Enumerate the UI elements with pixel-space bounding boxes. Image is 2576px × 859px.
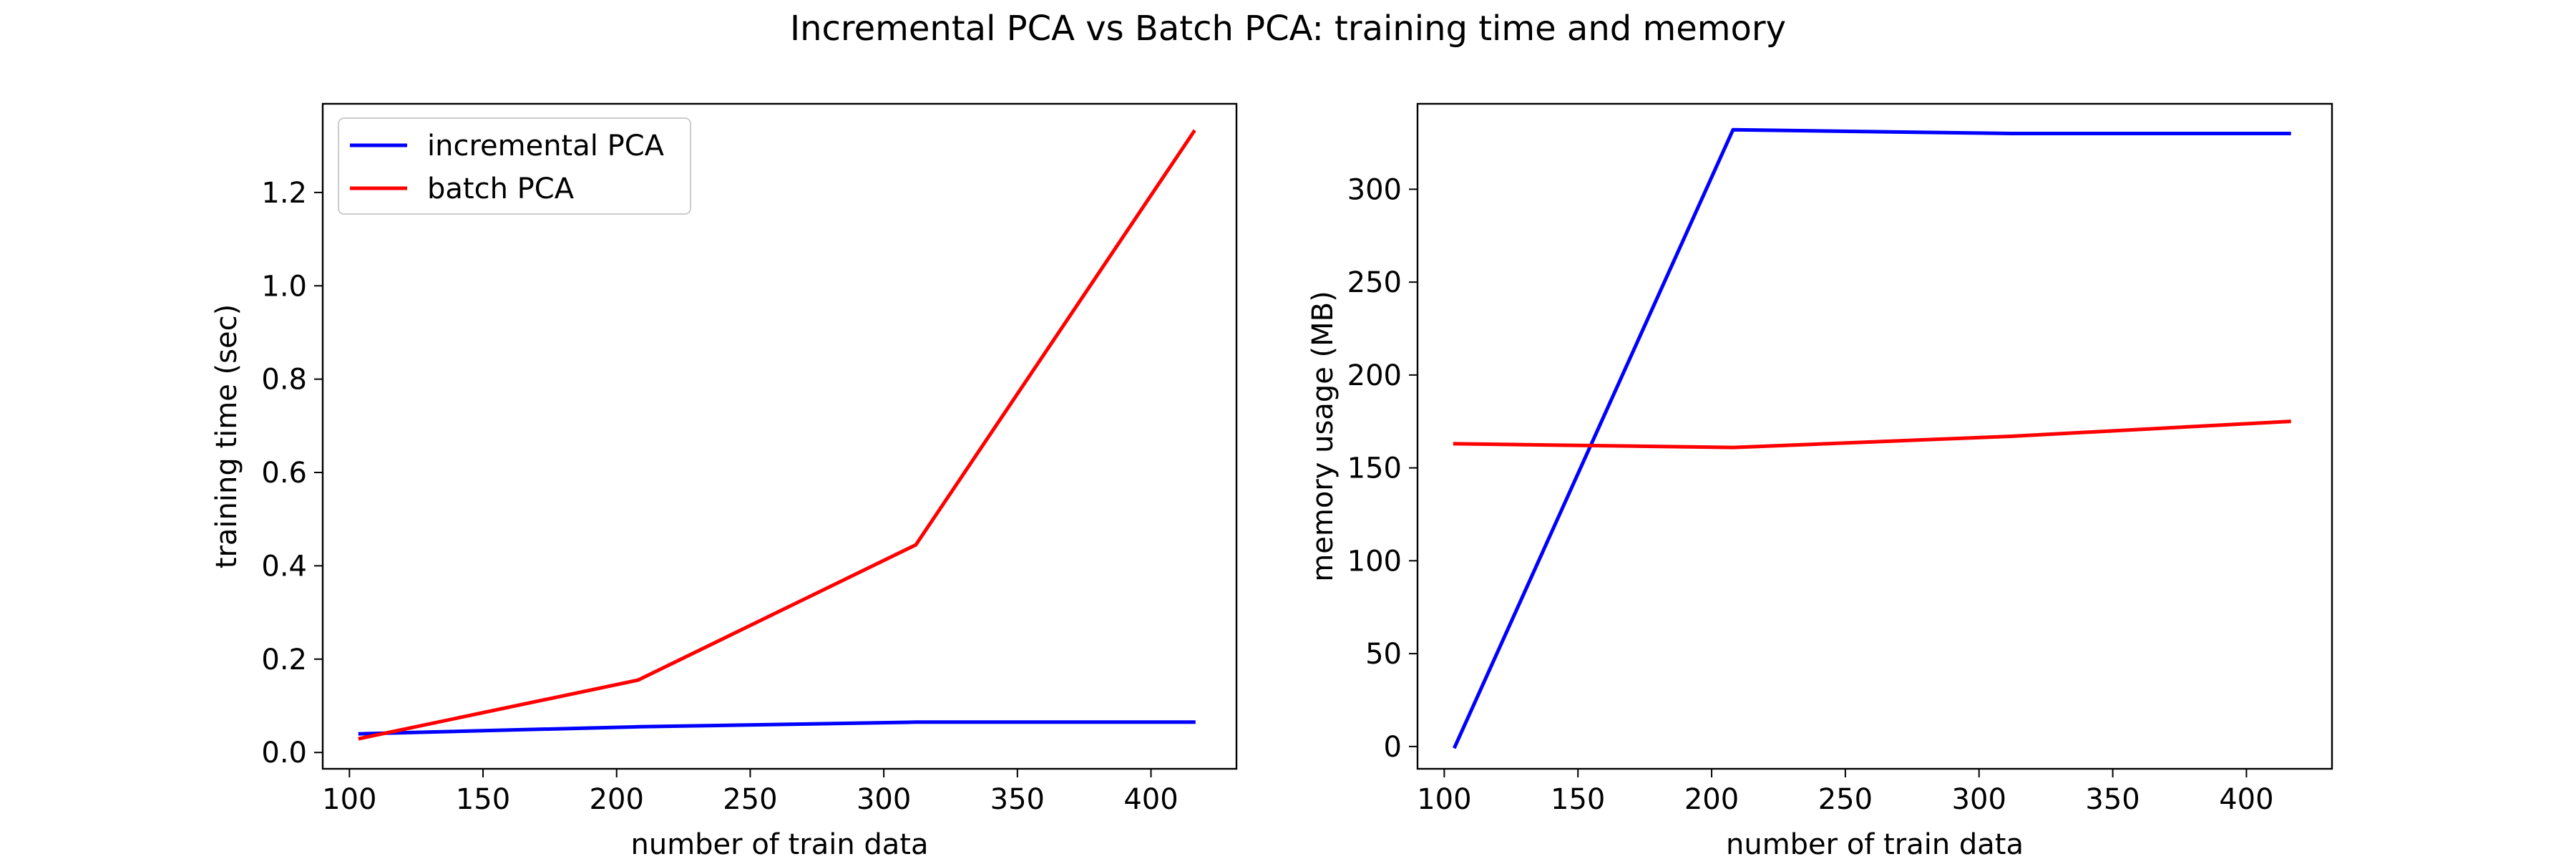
- series-line-2: [1453, 419, 2291, 450]
- y-tick-label: 0.8: [261, 364, 307, 397]
- x-tick-label: 100: [1417, 783, 1471, 816]
- plot-frame: [1416, 102, 2333, 770]
- x-tick-label: 300: [1952, 783, 2006, 816]
- legend-label: incremental PCA: [427, 130, 665, 162]
- plot-frame: [321, 102, 1238, 770]
- x-tick-label: 200: [1684, 783, 1739, 816]
- y-tick-label: 0.2: [261, 644, 307, 676]
- y-tick-label: 0.4: [261, 550, 307, 583]
- y-tick-label: 250: [1347, 266, 1402, 299]
- x-tick-label: 250: [723, 783, 777, 816]
- x-tick-label: 350: [2085, 783, 2140, 816]
- x-tick-label: 100: [322, 783, 376, 816]
- y-tick-label: 1.0: [261, 270, 307, 303]
- y-tick-label: 200: [1347, 359, 1402, 392]
- legend-box: [338, 117, 691, 215]
- x-tick-label: 250: [1818, 783, 1873, 816]
- series-line-1: [1452, 127, 2291, 749]
- x-axis-label: number of train data: [1726, 828, 2024, 859]
- figure-title: Incremental PCA vs Batch PCA: training t…: [790, 9, 1786, 49]
- x-tick-label: 150: [456, 783, 510, 816]
- y-tick-label: 1.2: [261, 177, 307, 210]
- x-tick-label: 400: [2219, 783, 2273, 816]
- x-tick-label: 350: [990, 783, 1045, 816]
- legend: incremental PCA batch PCA: [338, 117, 691, 215]
- series-line-batch-pca: [358, 129, 1196, 741]
- x-tick-label: 400: [1123, 783, 1178, 816]
- y-tick-label: 100: [1347, 545, 1402, 578]
- chart-panel-2: 100 150 200 250 300 350 400 0 50 100 150 200 250 300 n…: [1307, 102, 2333, 859]
- y-axis-label: training time (sec): [210, 304, 243, 568]
- y-tick-label: 0.0: [261, 737, 307, 770]
- y-tick-label: 150: [1347, 452, 1402, 485]
- y-tick-label: 0.6: [261, 457, 307, 490]
- y-tick-label: 50: [1365, 638, 1402, 671]
- x-tick-label: 200: [590, 783, 644, 816]
- legend-label: batch PCA: [427, 173, 575, 205]
- y-tick-label: 300: [1347, 173, 1402, 206]
- x-axis-label: number of train data: [630, 828, 928, 859]
- y-tick-label: 0: [1384, 731, 1402, 764]
- y-axis-label: memory usage (MB): [1307, 291, 1340, 581]
- x-tick-label: 150: [1551, 783, 1605, 816]
- series-line-incremental-pca: [358, 720, 1196, 736]
- chart-panel-1: 100 150 200 250 300 350 400 0.0 0.2 0.4 0.6 0.8 1.0 1…: [210, 102, 1238, 859]
- x-tick-label: 300: [857, 783, 911, 816]
